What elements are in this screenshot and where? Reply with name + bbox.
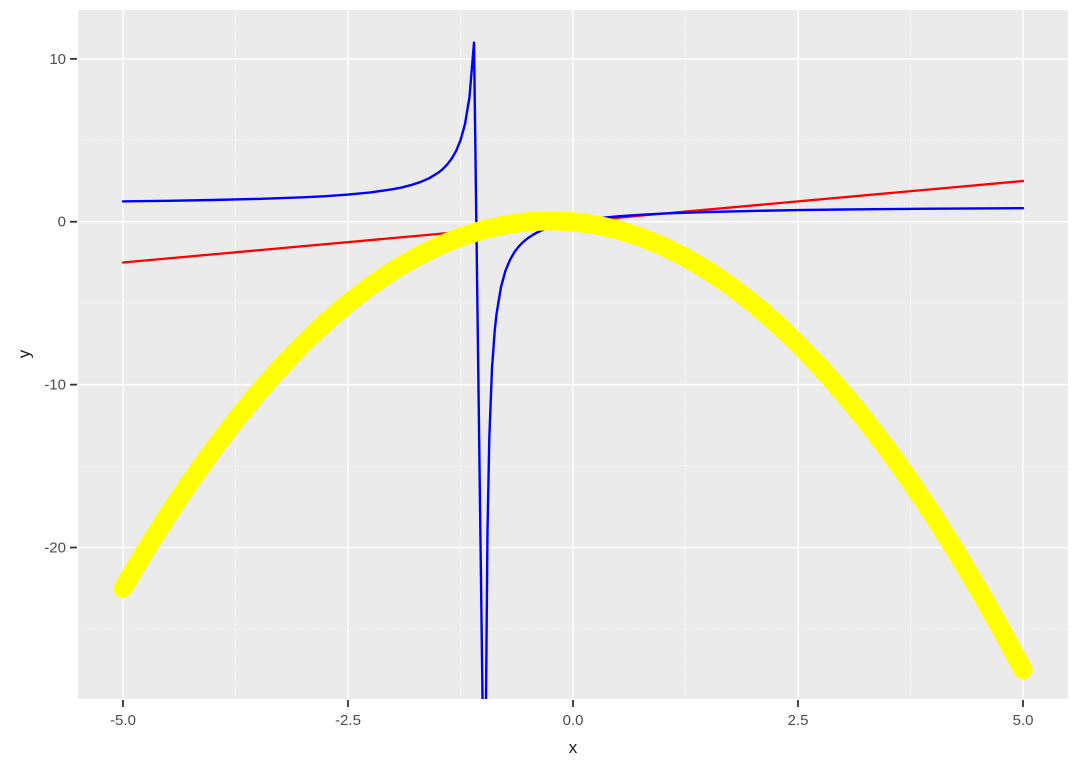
tick-marks	[70, 57, 1024, 707]
grid-minor	[78, 10, 1068, 699]
x-tick-label: 0.0	[563, 712, 584, 729]
y-tick-label: -10	[44, 377, 66, 394]
x-tick-label: 2.5	[788, 712, 809, 729]
y-tick-label: -20	[44, 540, 66, 557]
blue-curve	[121, 41, 484, 699]
x-tick-label: 5.0	[1013, 712, 1034, 729]
y-axis-title: y	[14, 349, 34, 359]
yellow-parabola	[113, 211, 1033, 680]
x-tick-label: -5.0	[110, 712, 136, 729]
y-tick-label: 0	[58, 214, 66, 231]
x-axis-title: x	[568, 738, 578, 757]
x-tick-label: -2.5	[335, 712, 361, 729]
series-layer	[113, 41, 1033, 699]
y-tick-label: 10	[49, 51, 66, 68]
